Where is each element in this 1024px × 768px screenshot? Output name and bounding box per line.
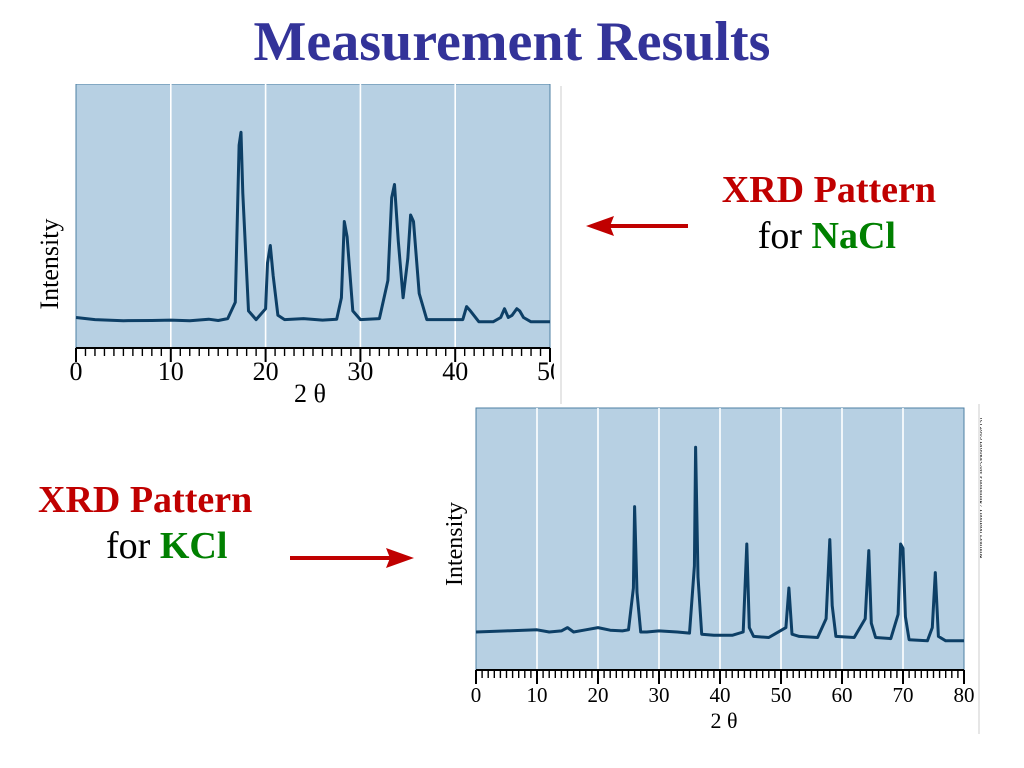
xrd-intensity-line: [75, 130, 550, 324]
slide-title: Measurement Results: [253, 11, 771, 73]
plot-area: 0 10 20 30 40 50: [70, 84, 554, 386]
divider-line: [978, 404, 980, 734]
xrd-chart-kcl: 0 10 20 30 40 50 60 70 80 Intensity 2 θ (c) 2003…: [442, 407, 982, 733]
plot-area: 0 10 20 30 40 50 60 70 80: [471, 407, 975, 707]
nacl-pattern-label: XRD Pattern for NaCl: [676, 168, 936, 259]
x-axis-label: 2 θ: [294, 379, 326, 404]
arrow-left-icon: [586, 216, 688, 236]
arrow-right-icon: [290, 548, 414, 568]
divider-line: [560, 86, 562, 404]
x-tick-label: 10: [158, 357, 184, 386]
kcl-pattern-label: XRD Pattern for KCl: [38, 478, 338, 569]
y-axis-label: Intensity: [442, 502, 468, 586]
nacl-label-prefix: for: [757, 214, 812, 257]
xrd-intensity-line: [475, 445, 964, 643]
kcl-compound: KCl: [159, 524, 228, 567]
kcl-label-title: XRD Pattern: [38, 479, 253, 521]
x-tick-label: 0: [70, 357, 83, 386]
x-tick-label: 40: [442, 357, 468, 386]
x-tick-label: 0: [471, 683, 482, 707]
x-tick-label: 80: [954, 683, 975, 707]
kcl-label-prefix: for: [106, 524, 160, 567]
y-axis-label: Intensity: [35, 219, 64, 310]
x-tick-label: 20: [253, 357, 279, 386]
x-tick-label: 30: [649, 683, 670, 707]
copyright-text: (c) 2003 Brooks/Cole Publishing / Thomso…: [978, 418, 982, 559]
x-axis-label: 2 θ: [710, 708, 737, 733]
plot-background: [75, 84, 551, 349]
x-tick-label: 30: [347, 357, 373, 386]
x-tick-label: 40: [710, 683, 731, 707]
nacl-compound: NaCl: [811, 214, 896, 257]
nacl-label-sub: for NaCl: [676, 214, 936, 260]
kcl-label-sub: for KCl: [38, 524, 338, 570]
x-tick-label: 10: [527, 683, 548, 707]
nacl-label-title: XRD Pattern: [721, 169, 936, 211]
x-tick-label: 70: [893, 683, 914, 707]
x-tick-label: 20: [588, 683, 609, 707]
x-tick-label: 50: [537, 357, 554, 386]
x-tick-label: 60: [832, 683, 853, 707]
x-tick-label: 50: [771, 683, 792, 707]
